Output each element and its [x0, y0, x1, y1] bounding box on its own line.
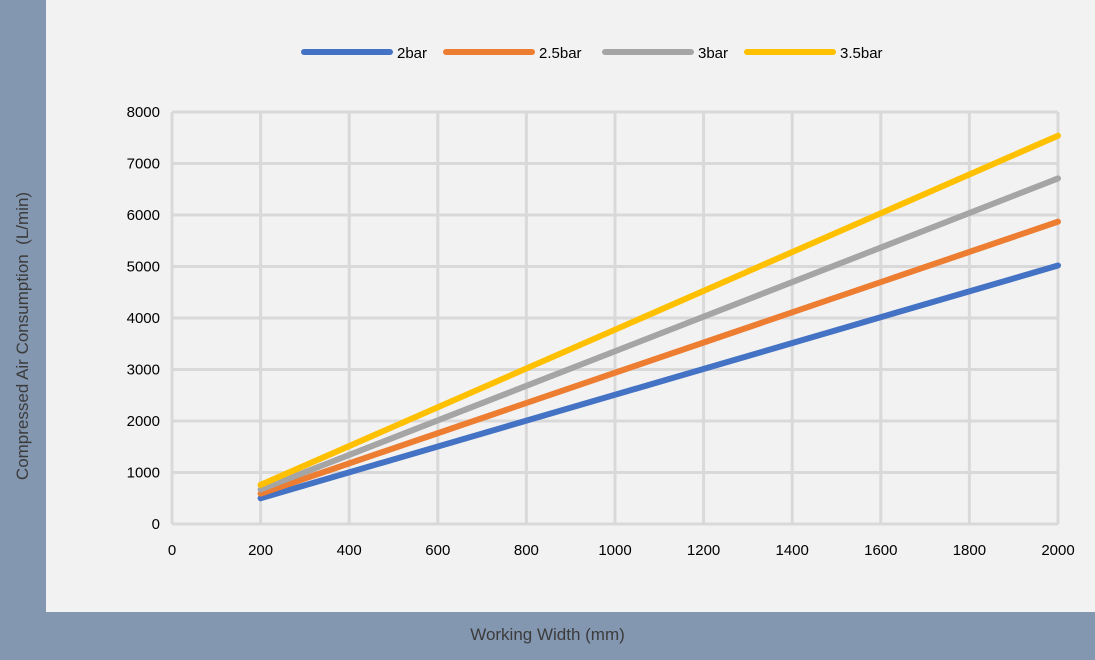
series-line-2.5bar [257, 218, 1061, 497]
legend-label: 3.5bar [840, 45, 883, 62]
y-tick-label: 6000 [127, 207, 160, 224]
legend-label: 2.5bar [539, 45, 582, 62]
legend-label: 3bar [698, 45, 728, 62]
x-tick-label: 1400 [776, 542, 809, 559]
x-tick-label: 1800 [953, 542, 986, 559]
x-tick-label: 1200 [687, 542, 720, 559]
axes [170, 112, 1058, 526]
y-tick-label: 4000 [127, 310, 160, 327]
x-tick-label: 0 [168, 542, 176, 559]
x-tick-label: 600 [425, 542, 450, 559]
y-tick-label: 5000 [127, 259, 160, 276]
y-tick-label: 0 [152, 516, 160, 533]
legend-label: 2bar [397, 45, 427, 62]
series-line-2bar [257, 262, 1061, 502]
x-tick-label: 1600 [864, 542, 897, 559]
legend: 2bar 2.5bar 3bar 3.5bar [301, 45, 883, 62]
x-tick-label: 400 [337, 542, 362, 559]
x-tick-label: 2000 [1041, 542, 1074, 559]
series-line-3.5bar [257, 132, 1061, 488]
x-tick-label: 200 [248, 542, 273, 559]
x-axis-label: Working Width (mm) [470, 625, 625, 644]
y-tick-label: 8000 [127, 104, 160, 121]
y-tick-label: 1000 [127, 465, 160, 482]
series-line-3bar [257, 175, 1061, 493]
tick-labels: 0 1000 2000 3000 4000 5000 6000 7000 8000 0 200 400… [127, 104, 1075, 559]
y-tick-label: 7000 [127, 156, 160, 173]
y-tick-label: 3000 [127, 362, 160, 379]
series-lines [257, 132, 1061, 502]
x-tick-label: 800 [514, 542, 539, 559]
y-tick-label: 2000 [127, 413, 160, 430]
x-tick-label: 1000 [598, 542, 631, 559]
